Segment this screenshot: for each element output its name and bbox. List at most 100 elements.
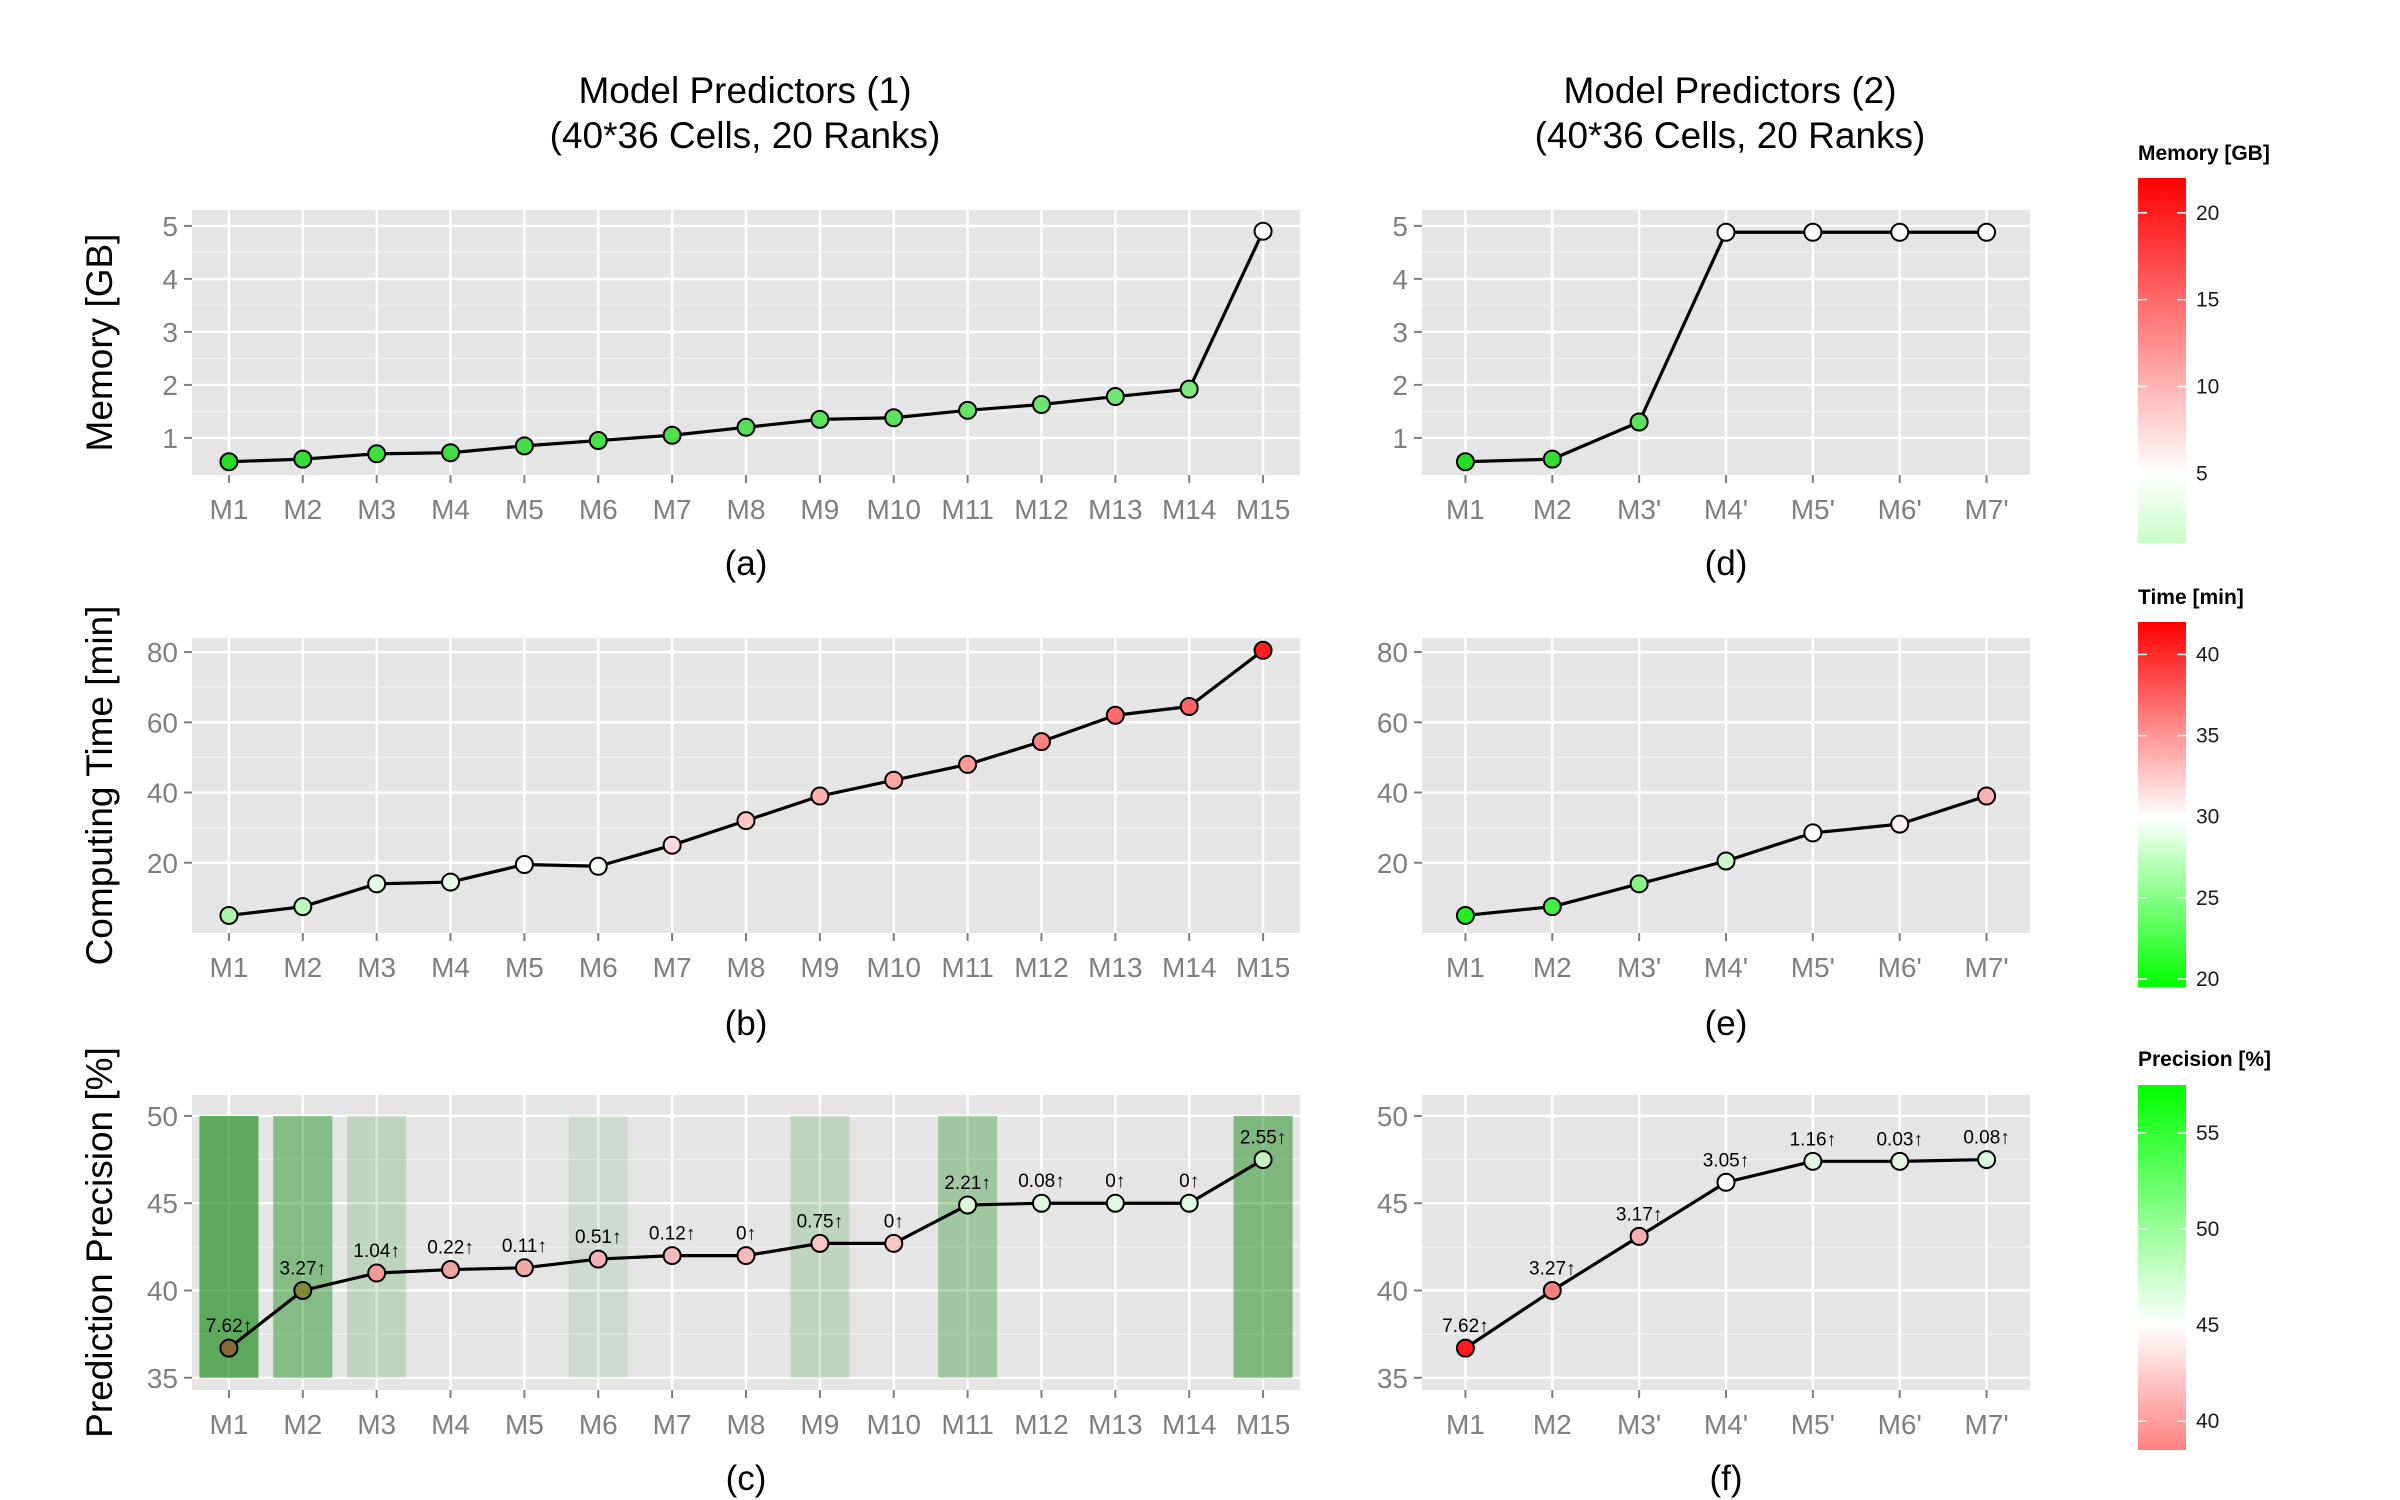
legend-memory: Memory [GB] 20 15 10 5	[2138, 142, 2270, 543]
panel-e-x-tick-label: M4'	[1704, 952, 1748, 983]
panel-a-y-tick-label: 2	[162, 370, 178, 401]
panel-a-point-m6	[588, 431, 608, 451]
panel-a-x-tick-label: M7	[653, 494, 692, 525]
panel-b-x-tick-label: M5	[505, 952, 544, 983]
panel-f-data-label: 0.03↑	[1876, 1129, 1922, 1150]
panel-c-data-label: 0.22↑	[427, 1238, 473, 1259]
legend-colorbar-precision	[2138, 1085, 2186, 1450]
panel-a-point-m10	[884, 408, 904, 428]
panel-f-x-tick-label: M4'	[1704, 1409, 1748, 1440]
panel-d-x-tick-label: M2	[1533, 494, 1572, 525]
panel-a-x-tick-label: M2	[283, 494, 322, 525]
panel-a-point-m7	[662, 425, 682, 445]
panel-e-point-m3p	[1629, 874, 1649, 894]
panel-b-x-tick-label: M1	[209, 952, 248, 983]
panel-f-y-tick-label: 50	[1377, 1101, 1408, 1132]
legend-tick-label: 40	[2196, 1410, 2219, 1433]
panel-c-y-tick-label: 40	[147, 1276, 178, 1307]
panel-c-x-tick-label: M2	[283, 1409, 322, 1440]
legend-tick-label: 55	[2196, 1122, 2219, 1145]
panel-a-y-axis-title: Memory [GB]	[79, 234, 120, 452]
panel-f-point-m2	[1542, 1281, 1562, 1301]
panel-a-x-tick-label: M5	[505, 494, 544, 525]
legend-tick-label: 20	[2196, 202, 2219, 225]
panel-d-y-tick-label: 4	[1392, 264, 1408, 295]
panel-f-x-tick-label: M2	[1533, 1409, 1572, 1440]
column-2-title-line1: Model Predictors (2)	[1563, 70, 1896, 111]
panel-b-y-tick-label: 20	[147, 848, 178, 879]
panel-d-point-m3p	[1629, 412, 1649, 432]
legend-tick-label: 35	[2196, 725, 2219, 748]
panel-e-point-m5p	[1803, 823, 1823, 843]
panel-d-y-tick-label: 2	[1392, 370, 1408, 401]
panel-c-x-tick-label: M15	[1236, 1409, 1290, 1440]
panel-c-bar-m11	[938, 1115, 998, 1378]
panel-b-x-tick-label: M7	[653, 952, 692, 983]
panel-d-point-m2	[1542, 449, 1562, 469]
panel-e-x-tick-label: M7'	[1964, 952, 2008, 983]
panel-b-time-chart: 20 40 60 80 M1 M2 M3 M4 M5 M6 M7 M8 M9 M10 M11 M12 M13 M1…	[79, 606, 1300, 1043]
panel-a-x-tick-label: M14	[1162, 494, 1216, 525]
panel-c-x-tick-label: M13	[1088, 1409, 1142, 1440]
panel-c-point-m6	[588, 1249, 608, 1269]
panel-e-x-tick-label: M3'	[1617, 952, 1661, 983]
panel-f-point-m1	[1455, 1338, 1475, 1358]
panel-a-point-m1	[219, 452, 239, 472]
panel-b-label: (b)	[725, 1004, 768, 1043]
panel-c-x-tick-label: M12	[1014, 1409, 1068, 1440]
legend-precision: Precision [%] 55 50 45 40	[2138, 1048, 2271, 1450]
panel-b-point-m9	[810, 786, 830, 806]
panel-c-bar-m1	[199, 1115, 259, 1378]
panel-a-x-tick-label: M4	[431, 494, 470, 525]
panel-e-y-tick-label: 60	[1377, 707, 1408, 738]
panel-b-point-m3	[367, 874, 387, 894]
panel-a-memory-chart: 1 2 3 4 5 M1 M2 M3 M4 M5 M6 M7 M8 M9 M10 M11 M12 M13 M14 M1…	[79, 210, 1300, 583]
panel-f-data-label: 1.16↑	[1790, 1129, 1836, 1150]
panel-c-y-tick-label: 45	[147, 1188, 178, 1219]
column-1-title-line1: Model Predictors (1)	[578, 70, 911, 111]
panel-c-point-m2	[293, 1281, 313, 1301]
panel-e-x-tick-label: M1	[1446, 952, 1485, 983]
panel-c-point-m10	[884, 1233, 904, 1253]
panel-d-point-m4p	[1716, 222, 1736, 242]
panel-a-x-tick-label: M9	[800, 494, 839, 525]
panel-c-point-m15	[1253, 1150, 1273, 1170]
panel-e-y-tick-label: 40	[1377, 778, 1408, 809]
legend-title-precision: Precision [%]	[2138, 1048, 2271, 1071]
panel-f-data-label: 3.27↑	[1529, 1259, 1575, 1280]
panel-a-x-tick-label: M11	[941, 494, 993, 525]
panel-f-data-label: 7.62↑	[1442, 1316, 1488, 1337]
panel-c-x-tick-label: M11	[941, 1409, 993, 1440]
panel-b-x-tick-label: M15	[1236, 952, 1290, 983]
panel-b-x-tick-label: M6	[579, 952, 618, 983]
panel-f-data-label: 0.08↑	[1963, 1128, 2009, 1149]
panel-c-point-m4	[441, 1260, 461, 1280]
panel-d-point-m1	[1455, 452, 1475, 472]
panel-c-x-tick-label: M8	[727, 1409, 766, 1440]
panel-b-point-m12	[1031, 732, 1051, 752]
panel-f-point-m3p	[1629, 1226, 1649, 1246]
legend-tick-label: 15	[2196, 289, 2219, 312]
panel-f-y-tick-label: 40	[1377, 1276, 1408, 1307]
panel-f-x-tick-label: M7'	[1964, 1409, 2008, 1440]
panel-a-x-tick-label: M12	[1014, 494, 1068, 525]
panel-b-y-tick-label: 60	[147, 707, 178, 738]
panel-b-y-axis-title: Computing Time [min]	[79, 606, 120, 966]
panel-d-point-m6p	[1890, 222, 1910, 242]
panel-e-time-chart: 20 40 60 80 M1 M2 M3' M4' M5' M6' M7' (e)	[1377, 637, 2030, 1043]
panel-c-data-label: 0.11↑	[502, 1236, 547, 1257]
panel-c-point-m14	[1179, 1193, 1199, 1213]
panel-a-point-m8	[736, 417, 756, 437]
panel-d-x-tick-label: M4'	[1704, 494, 1748, 525]
panel-f-point-m6p	[1890, 1151, 1910, 1171]
legend-time: Time [min] 40 35 30 25 20	[2138, 586, 2244, 991]
panel-b-y-tick-label: 40	[147, 778, 178, 809]
panel-a-y-tick-label: 3	[162, 317, 178, 348]
panel-a-point-m2	[293, 449, 313, 469]
panel-c-x-tick-label: M10	[866, 1409, 920, 1440]
panel-d-point-m5p	[1803, 222, 1823, 242]
panel-b-x-tick-label: M9	[800, 952, 839, 983]
panel-c-y-axis-title: Prediction Precision [%]	[79, 1047, 120, 1438]
panel-e-point-m1	[1455, 905, 1475, 925]
panel-b-x-tick-label: M14	[1162, 952, 1216, 983]
